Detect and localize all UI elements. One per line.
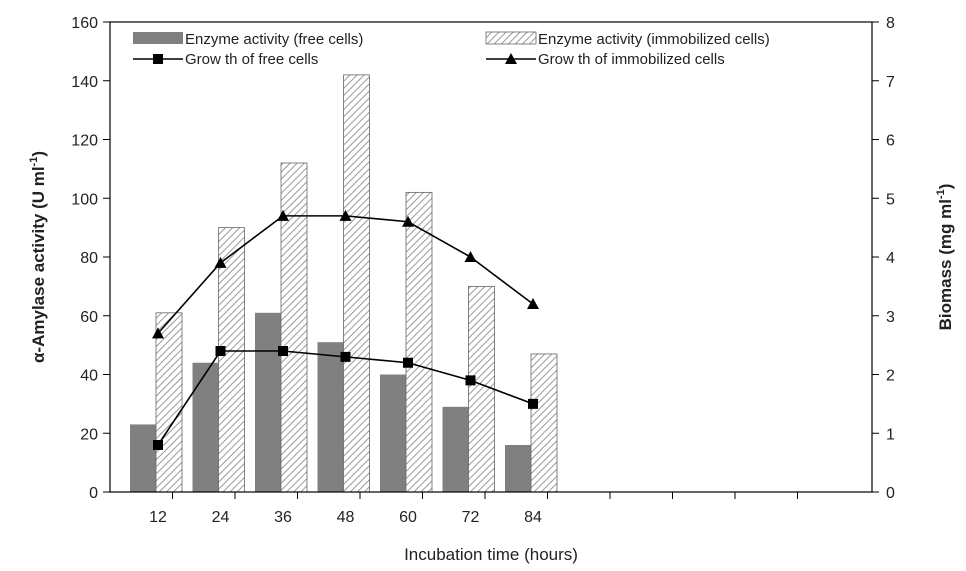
y-tick-label-0: 0 — [89, 485, 98, 502]
x-tick-label-12: 12 — [149, 509, 167, 526]
y2-tick-label-0: 0 — [886, 485, 895, 502]
y2-tick-label-1: 1 — [886, 426, 895, 443]
legend-label-immobilized-cells: Enzyme activity (immobilized cells) — [538, 31, 770, 48]
legend-swatch-free-cells — [133, 32, 183, 44]
point-growth-immobilized-cells-72 — [464, 251, 477, 262]
bar-immobilized-cells-84 — [530, 353, 558, 493]
x-tick-label-24: 24 — [212, 509, 230, 526]
y-axis-right: 0 1 2 3 4 5 6 7 8 — [872, 15, 895, 502]
x-tick-label-36: 36 — [274, 509, 292, 526]
y2-axis-title-sup: -1 — [935, 189, 947, 199]
legend-swatch-immobilized-cells — [485, 31, 537, 45]
y2-axis-title: Biomass (mg ml-1) — [935, 184, 955, 331]
bar-free-cells-24 — [192, 362, 219, 492]
bar-immobilized-cells-48 — [343, 74, 370, 493]
bar-immobilized-cells-72 — [468, 285, 495, 493]
point-growth-free-cells-48 — [340, 351, 351, 362]
y-axis-title-main: α-Amylase activity (U ml — [29, 166, 48, 363]
x-tick-label-84: 84 — [524, 509, 542, 526]
y-tick-label-140: 140 — [71, 74, 98, 91]
y2-tick-label-4: 4 — [886, 250, 895, 267]
legend-label-growth-immobilized: Grow th of immobilized cells — [538, 51, 725, 68]
legend-marker-square — [153, 54, 163, 64]
point-growth-free-cells-84 — [528, 398, 538, 409]
bar-immobilized-cells-60 — [405, 191, 433, 493]
y2-tick-label-8: 8 — [886, 15, 895, 32]
x-tick-label-48: 48 — [337, 509, 355, 526]
y-tick-label-60: 60 — [80, 309, 98, 326]
y-axis-title-tail: ) — [29, 151, 48, 157]
y2-axis-title-main: Biomass (mg ml — [936, 199, 955, 330]
y-axis-left: 0 20 40 60 80 100 120 140 160 — [71, 15, 110, 502]
bar-immobilized-cells-36 — [280, 162, 308, 493]
legend-marker-triangle — [505, 53, 517, 64]
bar-free-cells-12 — [130, 424, 156, 492]
y2-tick-label-6: 6 — [886, 133, 895, 150]
x-tick-label-72: 72 — [462, 509, 480, 526]
point-growth-free-cells-36 — [278, 346, 288, 356]
bar-free-cells-84 — [505, 445, 531, 492]
y-tick-label-120: 120 — [71, 133, 98, 150]
point-growth-immobilized-cells-84 — [527, 298, 539, 309]
point-growth-free-cells-24 — [215, 346, 226, 356]
point-growth-immobilized-cells-24 — [214, 256, 227, 268]
point-growth-immobilized-cells-12 — [152, 327, 164, 339]
point-growth-immobilized-cells-48 — [339, 209, 352, 221]
y-tick-label-160: 160 — [71, 15, 98, 32]
y-axis-title-sup: -1 — [28, 157, 40, 167]
y-tick-label-100: 100 — [71, 191, 98, 208]
y2-tick-label-7: 7 — [886, 74, 895, 91]
y-tick-label-40: 40 — [80, 368, 98, 385]
y2-tick-label-5: 5 — [886, 191, 895, 208]
point-growth-free-cells-72 — [465, 375, 476, 386]
y-tick-label-20: 20 — [80, 426, 98, 443]
x-axis-title: Incubation time (hours) — [404, 545, 578, 564]
y2-tick-label-3: 3 — [886, 309, 895, 326]
bar-free-cells-48 — [317, 342, 344, 492]
bar-free-cells-72 — [442, 406, 469, 492]
x-axis: 12 24 36 48 60 72 84 — [149, 492, 798, 526]
bars-immobilized-cells — [155, 74, 558, 493]
y-tick-label-80: 80 — [80, 250, 98, 267]
bar-immobilized-cells-12 — [155, 312, 183, 493]
point-growth-immobilized-cells-60 — [402, 215, 414, 227]
legend: Enzyme activity (free cells) Enzyme acti… — [133, 31, 770, 68]
point-growth-immobilized-cells-36 — [277, 209, 289, 221]
y-axis-title: α-Amylase activity (U ml-1) — [28, 151, 48, 363]
y2-axis-title-tail: ) — [936, 184, 955, 190]
bars-free-cells — [130, 312, 531, 492]
legend-label-growth-free: Grow th of free cells — [185, 51, 318, 68]
legend-label-free-cells: Enzyme activity (free cells) — [185, 31, 363, 48]
point-growth-free-cells-12 — [153, 440, 163, 450]
growth-lines — [152, 209, 539, 450]
bar-immobilized-cells-24 — [218, 227, 245, 493]
bar-free-cells-36 — [255, 312, 281, 492]
x-tick-label-60: 60 — [399, 509, 417, 526]
bar-free-cells-60 — [380, 374, 406, 492]
point-growth-free-cells-60 — [403, 357, 413, 368]
y2-tick-label-2: 2 — [886, 368, 895, 385]
